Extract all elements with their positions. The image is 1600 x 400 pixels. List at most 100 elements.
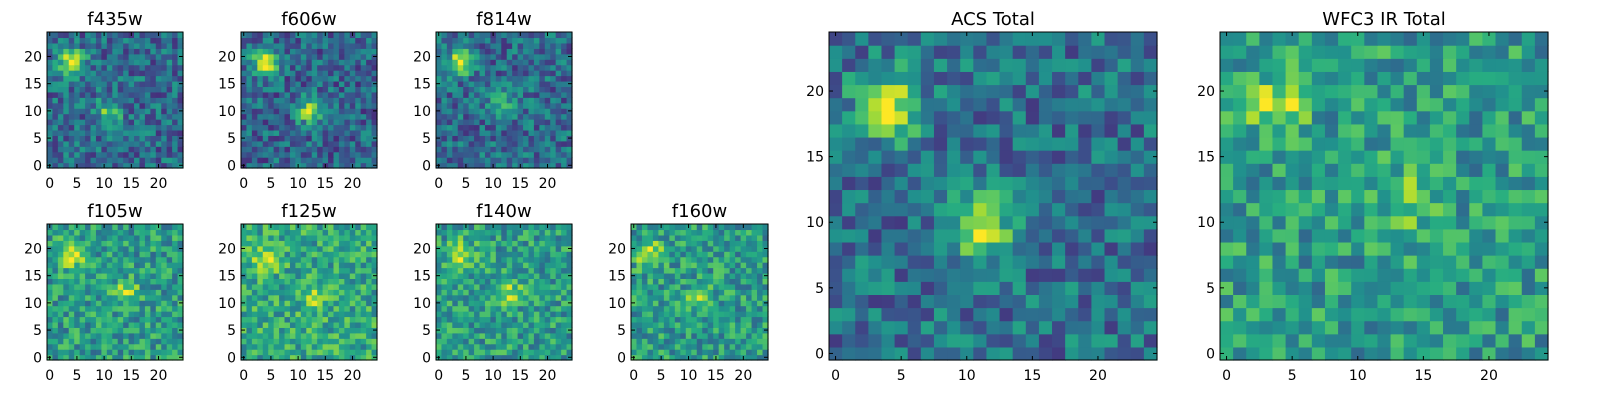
heatmap-cell (284, 262, 291, 269)
heatmap-cell (495, 245, 502, 252)
heatmap-cell (544, 229, 551, 236)
heatmap-cell (636, 272, 643, 279)
heatmap-cell (268, 300, 275, 307)
heatmap-cell (641, 256, 649, 263)
heatmap-cell (544, 151, 551, 158)
heatmap-cell (757, 294, 764, 301)
heatmap-cell (251, 59, 258, 66)
heatmap-cell (360, 70, 367, 77)
heatmap-cell (490, 113, 497, 120)
heatmap-cell (338, 59, 345, 66)
heatmap-cell (306, 102, 313, 109)
heatmap-cell (134, 245, 141, 252)
heatmap-cell (262, 64, 269, 71)
heatmap-cell (155, 124, 162, 131)
heatmap-cell (550, 119, 557, 126)
heatmap-cell (360, 272, 367, 279)
heatmap-cell (47, 119, 54, 126)
heatmap-cell (289, 124, 296, 131)
heatmap-cell (696, 354, 703, 361)
heatmap-cell (468, 224, 475, 231)
heatmap-cell (512, 119, 519, 126)
heatmap-cell (669, 267, 676, 274)
x-tick-label: 20 (734, 368, 752, 384)
heatmap-cell (501, 245, 508, 252)
heatmap-cell (636, 262, 643, 269)
heatmap-cell (150, 75, 157, 82)
heatmap-cell (68, 70, 75, 77)
heatmap-cell (112, 234, 119, 241)
heatmap-cell (300, 37, 307, 44)
heatmap-cell (512, 97, 519, 104)
heatmap-cell (636, 245, 643, 252)
heatmap-cell (139, 97, 146, 104)
heatmap-cell (550, 262, 557, 269)
heatmap-cell (246, 124, 253, 131)
heatmap-cell (349, 42, 356, 49)
heatmap-cell (268, 59, 275, 66)
heatmap-cell (463, 113, 470, 120)
heatmap-cell (685, 267, 692, 274)
heatmap-cell (539, 267, 546, 274)
heatmap-cell (441, 151, 448, 158)
heatmap-cell (273, 283, 280, 290)
heatmap-cell (691, 272, 698, 279)
heatmap-cell (289, 300, 296, 307)
heatmap-cell (528, 338, 535, 345)
heatmap-cell (262, 146, 269, 153)
heatmap-cell (452, 91, 459, 98)
heatmap-cell (506, 91, 513, 98)
heatmap-cell (79, 42, 86, 49)
heatmap-cell (746, 278, 753, 285)
heatmap-cell (273, 272, 280, 279)
heatmap-cell (144, 32, 151, 39)
heatmap-cell (306, 124, 313, 131)
heatmap-cell (117, 80, 124, 87)
heatmap-cell (139, 53, 146, 60)
heatmap-cell (735, 300, 742, 307)
heatmap-cell (1025, 150, 1040, 164)
heatmap-cell (452, 349, 459, 356)
heatmap-cell (134, 135, 141, 142)
heatmap-cell (517, 151, 524, 158)
heatmap-cell (262, 124, 269, 131)
heatmap-cell (317, 53, 324, 60)
heatmap-cell (349, 75, 356, 82)
heatmap-cell (495, 70, 502, 77)
heatmap-cell (495, 59, 502, 66)
heatmap-cell (561, 234, 568, 241)
heatmap-cell (490, 86, 497, 93)
heatmap-cell (349, 229, 356, 236)
heatmap-cell (947, 268, 961, 282)
heatmap-cell (333, 124, 340, 131)
heatmap-cell (474, 119, 481, 126)
heatmap-cell (257, 113, 264, 120)
heatmap-cell (284, 42, 291, 49)
heatmap-cell (1065, 163, 1079, 177)
heatmap-cell (829, 189, 843, 204)
heatmap-cell (338, 332, 345, 339)
heatmap-cell (85, 80, 92, 87)
heatmap-cell (57, 32, 64, 39)
heatmap-cell (257, 102, 264, 109)
heatmap-cell (495, 316, 502, 323)
heatmap-cell (90, 97, 97, 104)
heatmap-cell (90, 338, 97, 345)
heatmap-cell (868, 176, 883, 191)
heatmap-cell (1130, 176, 1145, 191)
heatmap-cell (300, 32, 307, 39)
heatmap-cell (680, 294, 687, 301)
heatmap-cell (128, 48, 135, 55)
heatmap-cell (647, 332, 654, 339)
heatmap-cell (658, 305, 665, 312)
heatmap-cell (680, 343, 687, 350)
heatmap-cell (241, 37, 248, 44)
heatmap-cell (691, 240, 698, 247)
heatmap-cell (544, 311, 551, 318)
heatmap-cell (161, 119, 168, 126)
heatmap-cell (533, 332, 540, 339)
heatmap-cell (95, 162, 102, 169)
heatmap-cell (295, 343, 302, 350)
heatmap-cell (295, 327, 302, 334)
heatmap-cell (729, 354, 736, 361)
